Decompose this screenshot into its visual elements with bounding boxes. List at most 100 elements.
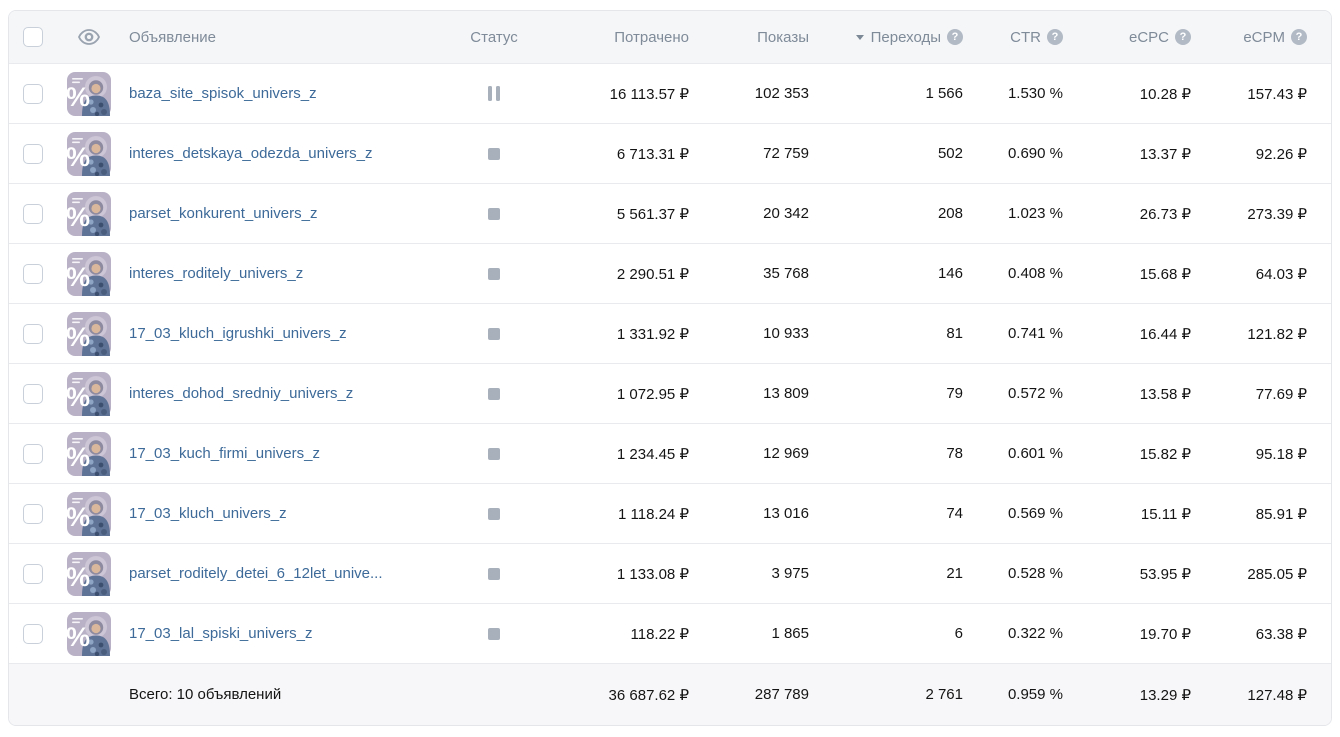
table-row: % parset_roditely_detei_6_12let_unive...… <box>9 543 1331 603</box>
svg-text:%: % <box>67 562 90 592</box>
ad-thumbnail-image[interactable]: % <box>67 71 111 116</box>
row-checkbox[interactable] <box>23 263 43 284</box>
row-checkbox[interactable] <box>23 83 43 104</box>
ad-name-link[interactable]: interes_detskaya_odezda_univers_z <box>129 145 373 162</box>
svg-text:%: % <box>67 82 90 112</box>
total-ctr: 0.959 % <box>1007 686 1063 703</box>
column-header-transitions-label: Переходы <box>870 28 941 46</box>
ad-name-link[interactable]: parset_roditely_detei_6_12let_unive... <box>129 565 383 582</box>
row-ecpm: 121.82 ₽ <box>1247 325 1307 343</box>
ad-name-link[interactable]: 17_03_kuch_firmi_univers_z <box>129 445 320 462</box>
row-media-cell: % <box>57 551 121 596</box>
row-spent: 1 234.45 ₽ <box>616 445 689 463</box>
ad-thumbnail-image[interactable]: % <box>67 371 111 416</box>
row-spent: 2 290.51 ₽ <box>616 265 689 283</box>
row-spent: 16 113.57 ₽ <box>609 85 689 103</box>
row-ecpc: 53.95 ₽ <box>1139 565 1191 583</box>
row-ctr: 1.530 % <box>1007 85 1063 102</box>
row-status-cell <box>449 328 539 340</box>
ad-thumbnail-image[interactable]: % <box>67 311 111 356</box>
total-impressions: 287 789 <box>754 686 809 703</box>
row-impressions: 102 353 <box>754 85 809 102</box>
table-row: % interes_roditely_univers_z 2 290.51 ₽ … <box>9 243 1331 303</box>
row-ctr: 0.322 % <box>1007 625 1063 642</box>
svg-text:%: % <box>67 442 90 472</box>
row-transitions: 502 <box>937 145 963 162</box>
column-header-ecpm[interactable]: eCPM ? <box>1191 29 1307 46</box>
row-transitions: 21 <box>946 565 963 582</box>
ad-name-link[interactable]: 17_03_lal_spiski_univers_z <box>129 625 313 642</box>
row-checkbox[interactable] <box>23 443 43 464</box>
column-header-ctr[interactable]: CTR ? <box>963 29 1063 46</box>
row-name-cell: parset_roditely_detei_6_12let_unive... <box>121 565 449 582</box>
column-header-spent[interactable]: Потрачено <box>539 29 689 46</box>
row-ctr: 0.569 % <box>1007 505 1063 522</box>
ad-thumbnail-image[interactable]: % <box>67 611 111 656</box>
row-media-cell: % <box>57 371 121 416</box>
row-impressions: 10 933 <box>763 325 809 342</box>
row-status-cell <box>449 208 539 220</box>
row-name-cell: baza_site_spisok_univers_z <box>121 85 449 102</box>
total-ecpc: 13.29 ₽ <box>1139 686 1191 704</box>
ad-thumbnail-image[interactable]: % <box>67 191 111 236</box>
column-header-status: Статус <box>470 28 518 46</box>
status-icon <box>488 628 500 640</box>
ad-thumbnail-image[interactable]: % <box>67 251 111 296</box>
ad-name-link[interactable]: 17_03_kluch_igrushki_univers_z <box>129 325 347 342</box>
row-ctr: 1.023 % <box>1007 205 1063 222</box>
header-checkbox-cell <box>9 27 57 47</box>
row-checkbox[interactable] <box>23 143 43 164</box>
row-spent: 1 133.08 ₽ <box>616 565 689 583</box>
row-checkbox[interactable] <box>23 563 43 584</box>
eye-icon[interactable] <box>78 29 100 45</box>
row-ecpm: 273.39 ₽ <box>1247 205 1307 223</box>
select-all-checkbox[interactable] <box>23 27 43 47</box>
row-checkbox[interactable] <box>23 383 43 404</box>
column-header-ecpc[interactable]: eCPC ? <box>1063 29 1191 46</box>
row-spent: 1 118.24 ₽ <box>618 505 689 523</box>
help-icon[interactable]: ? <box>1047 29 1063 45</box>
table-row: % 17_03_kluch_igrushki_univers_z 1 331.9… <box>9 303 1331 363</box>
ad-name-link[interactable]: interes_dohod_sredniy_univers_z <box>129 385 354 402</box>
row-ecpm: 85.91 ₽ <box>1255 505 1307 523</box>
row-ecpm: 95.18 ₽ <box>1255 445 1307 463</box>
ad-name-link[interactable]: parset_konkurent_univers_z <box>129 205 318 222</box>
column-header-transitions[interactable]: Переходы ? <box>809 29 963 46</box>
row-checkbox[interactable] <box>23 503 43 524</box>
ad-name-link[interactable]: interes_roditely_univers_z <box>129 265 304 282</box>
table-row: % 17_03_lal_spiski_univers_z 118.22 ₽ 1 … <box>9 603 1331 663</box>
total-spent: 36 687.62 ₽ <box>608 686 689 704</box>
ad-name-link[interactable]: 17_03_kluch_univers_z <box>129 505 287 522</box>
row-checkbox-cell <box>9 443 57 464</box>
row-checkbox-cell <box>9 383 57 404</box>
row-media-cell: % <box>57 191 121 236</box>
row-name-cell: 17_03_kuch_firmi_univers_z <box>121 445 449 462</box>
table-row: % 17_03_kluch_univers_z 1 118.24 ₽ 13 01… <box>9 483 1331 543</box>
help-icon[interactable]: ? <box>1175 29 1191 45</box>
row-name-cell: parset_konkurent_univers_z <box>121 205 449 222</box>
row-ecpm: 77.69 ₽ <box>1255 385 1307 403</box>
column-header-impressions[interactable]: Показы <box>689 29 809 46</box>
row-transitions: 6 <box>954 625 963 642</box>
status-icon <box>488 268 500 280</box>
row-media-cell: % <box>57 431 121 476</box>
column-header-ecpm-label: eCPM <box>1243 28 1285 46</box>
row-checkbox[interactable] <box>23 623 43 644</box>
svg-text:%: % <box>67 142 90 172</box>
ad-thumbnail-image[interactable]: % <box>67 431 111 476</box>
table-footer-row: Всего: 10 объявлений 36 687.62 ₽ 287 789… <box>9 663 1331 725</box>
ad-thumbnail-image[interactable]: % <box>67 131 111 176</box>
row-ecpc: 15.11 ₽ <box>1140 505 1191 523</box>
row-name-cell: 17_03_kluch_igrushki_univers_z <box>121 325 449 342</box>
help-icon[interactable]: ? <box>1291 29 1307 45</box>
svg-text:%: % <box>67 322 90 352</box>
ad-thumbnail-image[interactable]: % <box>67 491 111 536</box>
row-name-cell: interes_detskaya_odezda_univers_z <box>121 145 449 162</box>
row-spent: 1 072.95 ₽ <box>616 385 689 403</box>
row-status-cell <box>449 448 539 460</box>
row-checkbox[interactable] <box>23 323 43 344</box>
row-checkbox[interactable] <box>23 203 43 224</box>
ad-name-link[interactable]: baza_site_spisok_univers_z <box>129 85 317 102</box>
ad-thumbnail-image[interactable]: % <box>67 551 111 596</box>
help-icon[interactable]: ? <box>947 29 963 45</box>
